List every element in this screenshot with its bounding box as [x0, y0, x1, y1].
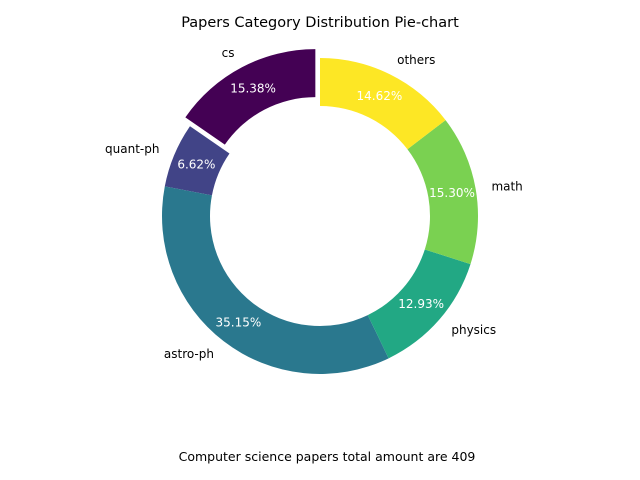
chart-annotation: Computer science papers total amount are… [179, 449, 476, 464]
slice-percent-cs: 15.38% [230, 81, 276, 95]
pie-slice-cs [185, 49, 316, 145]
slice-label-astro-ph: astro-ph [164, 347, 214, 361]
slice-label-others: others [397, 53, 435, 67]
pie-slice-math [407, 120, 479, 265]
pie-slice-physics [367, 249, 471, 359]
slice-percent-math: 15.30% [429, 186, 475, 200]
slice-percent-astro-ph: 35.15% [215, 315, 261, 329]
slice-label-physics: physics [451, 323, 496, 337]
pie-slice-quant-ph [164, 126, 230, 196]
slices-layer [162, 49, 479, 374]
slice-percent-physics: 12.93% [398, 297, 444, 311]
pie-slice-others [320, 58, 446, 150]
slice-percent-others: 14.62% [357, 89, 403, 103]
slice-label-cs: cs [222, 46, 235, 60]
chart-title: Papers Category Distribution Pie-chart [181, 15, 459, 31]
slice-label-math: math [491, 179, 522, 193]
labels-layer: 15.38% cs 6.62% quant-ph 35.15% astro-ph 12.93… [105, 46, 523, 361]
slice-percent-quant-ph: 6.62% [177, 157, 215, 171]
pie-slice-astro-ph [162, 186, 389, 374]
slice-label-quant-ph: quant-ph [105, 142, 159, 156]
